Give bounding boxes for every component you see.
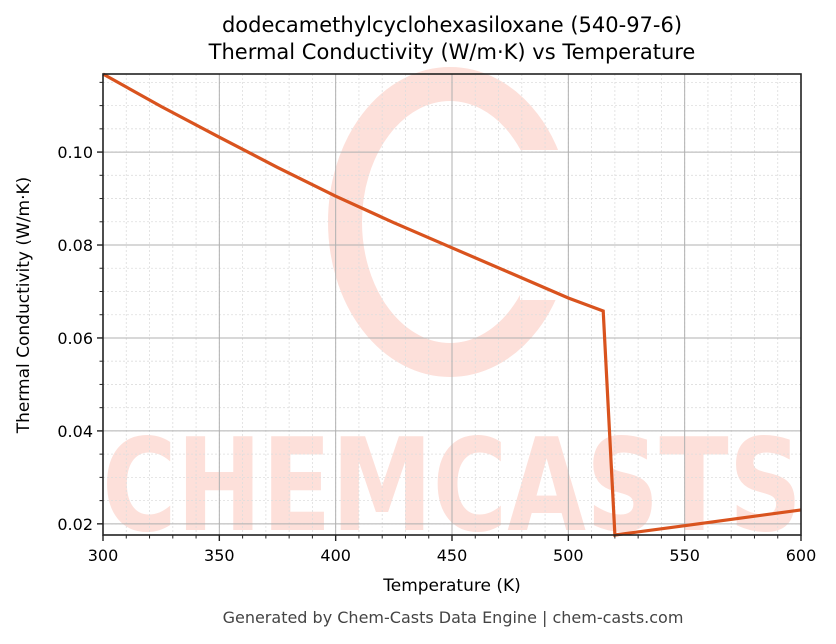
x-tick-labels: 300 350 400 450 500 550 600 bbox=[88, 546, 817, 565]
x-tick-label: 450 bbox=[437, 546, 468, 565]
data-line bbox=[102, 72, 802, 537]
y-tick-labels: 0.02 0.04 0.06 0.08 0.10 bbox=[57, 143, 93, 534]
y-tick-label: 0.06 bbox=[57, 329, 93, 348]
chart-title-line2: Thermal Conductivity (W/m·K) vs Temperat… bbox=[208, 40, 696, 64]
watermark-logo-gap bbox=[520, 150, 580, 300]
x-tick-label: 400 bbox=[320, 546, 351, 565]
y-tick-label: 0.02 bbox=[57, 515, 93, 534]
x-tick-label: 350 bbox=[204, 546, 235, 565]
chart-title: dodecamethylcyclohexasiloxane (540-97-6)… bbox=[103, 12, 801, 66]
chart-title-line1: dodecamethylcyclohexasiloxane (540-97-6) bbox=[221, 13, 683, 37]
y-tick-label: 0.04 bbox=[57, 422, 93, 441]
x-axis-label: Temperature (K) bbox=[383, 576, 521, 596]
x-tick-label: 600 bbox=[786, 546, 817, 565]
y-tick-label: 0.08 bbox=[57, 236, 93, 255]
x-tick-label: 300 bbox=[88, 546, 119, 565]
footer-credit: Generated by Chem-Casts Data Engine | ch… bbox=[222, 608, 684, 627]
axis-ticks bbox=[97, 81, 802, 541]
y-axis-label: Thermal Conductivity (W/m·K) bbox=[14, 176, 34, 434]
x-tick-label: 500 bbox=[553, 546, 584, 565]
y-tick-label: 0.10 bbox=[57, 143, 93, 162]
x-tick-label: 550 bbox=[669, 546, 700, 565]
